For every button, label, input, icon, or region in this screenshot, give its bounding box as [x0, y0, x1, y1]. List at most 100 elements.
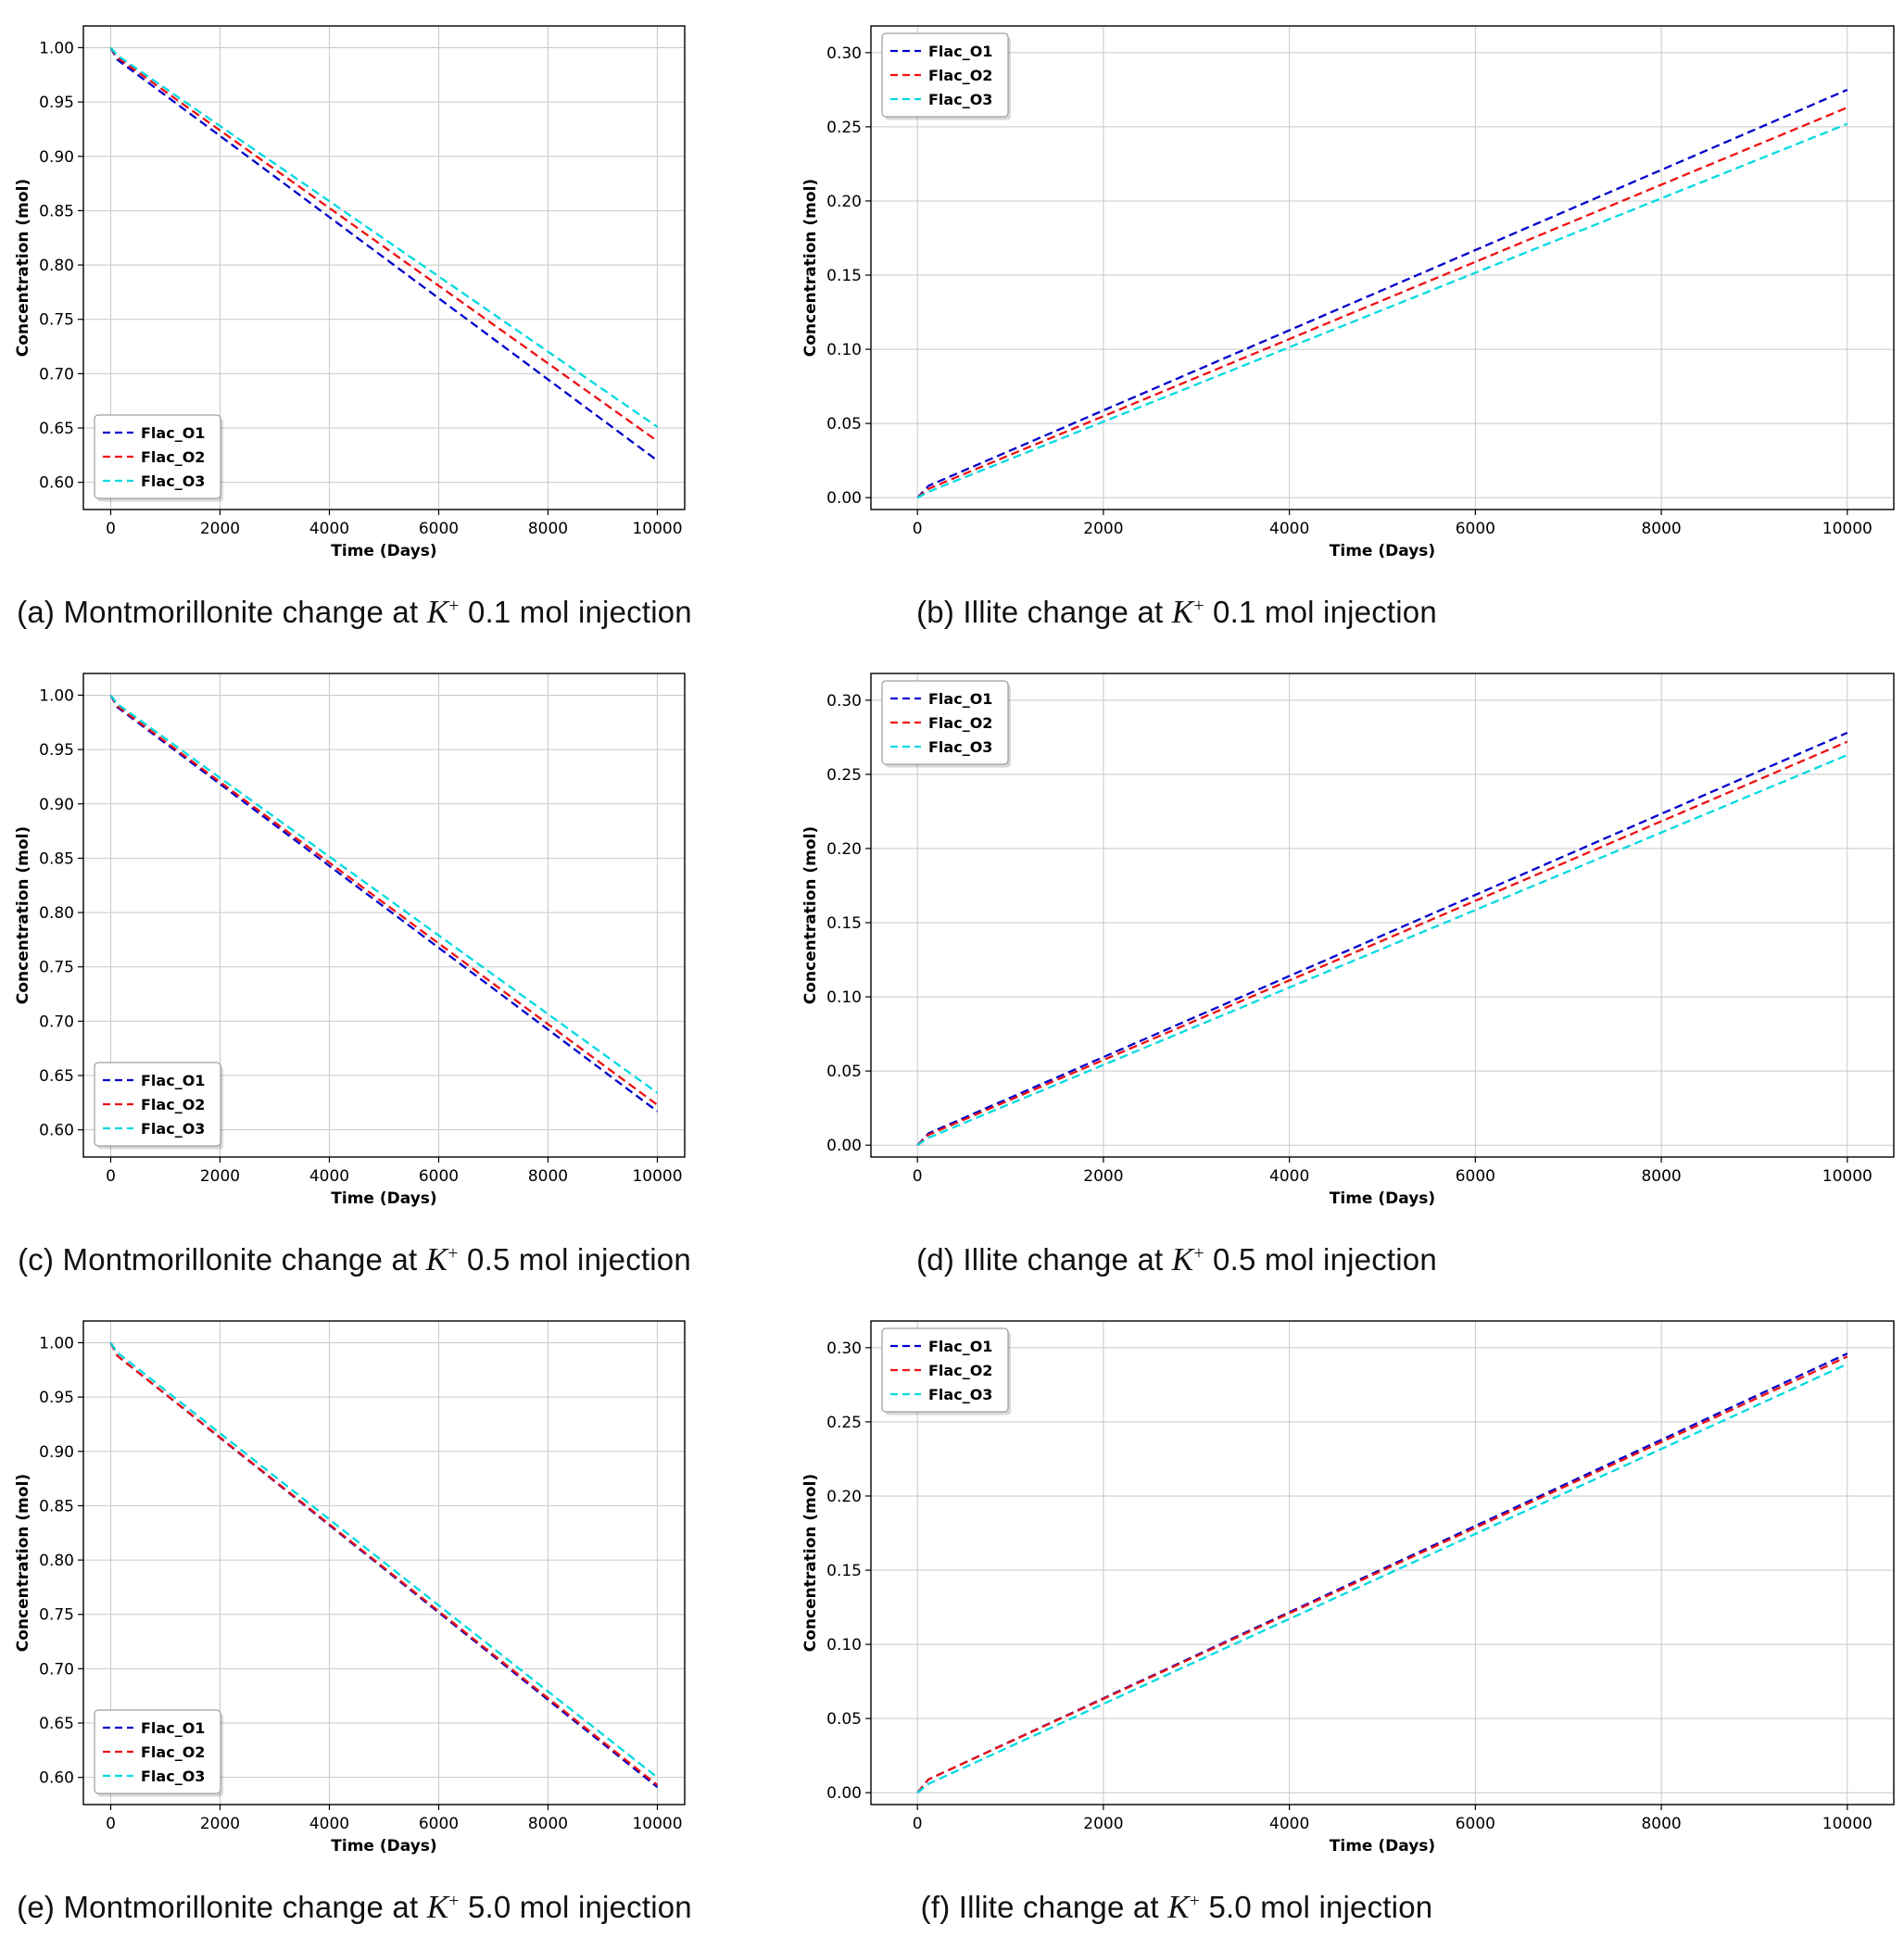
x-tick-label: 8000	[528, 1815, 568, 1833]
k-superscript: +	[448, 1243, 459, 1264]
x-tick-label: 8000	[528, 520, 568, 538]
x-tick-label: 0	[913, 1815, 923, 1833]
y-axis-label: Concentration (mol)	[14, 1474, 32, 1652]
x-axis-label: Time (Days)	[1330, 1837, 1435, 1856]
caption-index: (a)	[17, 595, 56, 629]
caption-text-before: Montmorillonite change at	[63, 595, 419, 629]
series-line-Flac_O3	[109, 1341, 659, 1779]
chart-caption-f: (f) Illite change at K+ 5.0 mol injectio…	[797, 1889, 1557, 1926]
y-tick-label: 0.65	[39, 420, 74, 438]
x-tick-label: 0	[913, 520, 923, 538]
y-tick-label: 0.00	[826, 1784, 862, 1803]
chart-canvas-b: 0 2000 4000 6000 8000 10000 0.00 0.05 0.10 0.15 0.…	[801, 25, 1895, 560]
x-tick-label: 0	[106, 520, 116, 538]
y-tick-label: 0.70	[39, 1660, 74, 1679]
x-tick-label: 4000	[1269, 520, 1309, 538]
series-line-Flac_O2	[916, 740, 1848, 1147]
chart-canvas-a: 0 2000 4000 6000 8000 10000 0.60 0.65 0.70 0.75 0.…	[14, 25, 686, 560]
k-superscript: +	[448, 1891, 460, 1911]
legend-label: Flac_O3	[928, 91, 992, 108]
axes: 0 2000 4000 6000 8000 10000 0.00 0.05 0.10 0.15 0.…	[801, 44, 1872, 560]
y-tick-label: 0.95	[39, 1389, 74, 1407]
k-superscript: +	[1193, 1243, 1204, 1264]
axes: 0 2000 4000 6000 8000 10000 0.60 0.65 0.70 0.75 0.…	[14, 686, 683, 1208]
x-tick-label: 2000	[1083, 1815, 1123, 1833]
y-tick-label: 1.00	[39, 686, 74, 705]
caption-text-after: 0.5 mol injection	[467, 1242, 691, 1277]
y-tick-label: 0.75	[39, 959, 74, 977]
grid-lines	[871, 673, 1894, 1157]
y-tick-label: 0.25	[826, 766, 862, 785]
legend: Flac_O1 Flac_O2 Flac_O3	[94, 414, 223, 502]
grid-lines	[83, 1321, 685, 1805]
legend: Flac_O1 Flac_O2 Flac_O3	[881, 32, 1011, 120]
y-tick-label: 0.30	[826, 1340, 862, 1358]
x-tick-label: 6000	[1456, 520, 1495, 538]
grid-lines	[871, 1321, 1894, 1805]
chart-panel-e: 0 2000 4000 6000 8000 10000 0.60 0.65 0.70 0.75 0.…	[0, 1295, 732, 1943]
caption-text-after: 0.1 mol injection	[1213, 595, 1437, 629]
series-line-Flac_O3	[916, 1363, 1848, 1794]
plot-border	[870, 1320, 1895, 1805]
caption-text-before: Montmorillonite change at	[62, 1242, 418, 1277]
x-tick-label: 10000	[632, 1167, 682, 1186]
y-tick-label: 0.80	[39, 1552, 74, 1570]
y-tick-label: 0.20	[826, 1488, 862, 1506]
x-axis-label: Time (Days)	[331, 542, 436, 560]
y-axis-label: Concentration (mol)	[801, 1474, 820, 1652]
x-tick-label: 6000	[419, 1815, 459, 1833]
k-symbol: K	[1171, 594, 1194, 630]
y-tick-label: 0.20	[826, 193, 862, 211]
y-tick-label: 0.25	[826, 119, 862, 137]
chart-caption-c: (c) Montmorillonite change at K+ 0.5 mol…	[9, 1241, 700, 1278]
legend: Flac_O1 Flac_O2 Flac_O3	[94, 1709, 223, 1797]
k-superscript: +	[1193, 596, 1204, 616]
y-tick-label: 0.05	[826, 1710, 862, 1729]
caption-text-after: 0.5 mol injection	[1213, 1242, 1437, 1277]
y-tick-label: 0.80	[39, 257, 74, 275]
caption-text-before: Montmorillonite change at	[63, 1890, 419, 1924]
k-superscript: +	[1189, 1891, 1201, 1911]
series-line-Flac_O1	[916, 88, 1848, 498]
y-tick-label: 0.90	[39, 1443, 74, 1462]
x-axis-label: Time (Days)	[1330, 542, 1435, 560]
x-tick-label: 10000	[1822, 1815, 1872, 1833]
series-line-Flac_O3	[916, 754, 1848, 1147]
chart-caption-d: (d) Illite change at K+ 0.5 mol injectio…	[797, 1241, 1557, 1278]
y-tick-label: 1.00	[39, 1334, 74, 1352]
y-tick-label: 0.60	[39, 1122, 74, 1140]
y-tick-label: 0.90	[39, 796, 74, 814]
series-line-Flac_O3	[109, 694, 659, 1094]
y-tick-label: 0.75	[39, 1606, 74, 1625]
caption-index: (e)	[17, 1890, 56, 1924]
chart-canvas-c: 0 2000 4000 6000 8000 10000 0.60 0.65 0.70 0.75 0.…	[14, 673, 686, 1208]
legend-label: Flac_O1	[141, 1719, 205, 1737]
grid-lines	[83, 26, 685, 510]
k-symbol: K	[1167, 1889, 1190, 1925]
k-symbol: K	[1171, 1241, 1194, 1277]
series-line-Flac_O1	[109, 46, 659, 462]
x-tick-label: 2000	[200, 520, 240, 538]
y-tick-label: 0.00	[826, 1137, 862, 1155]
y-axis-label: Concentration (mol)	[14, 826, 32, 1004]
chart-panel-c: 0 2000 4000 6000 8000 10000 0.60 0.65 0.70 0.75 0.…	[0, 648, 732, 1295]
x-tick-label: 4000	[309, 520, 349, 538]
x-tick-label: 10000	[632, 1815, 682, 1833]
y-tick-label: 1.00	[39, 39, 74, 57]
y-tick-label: 0.70	[39, 1013, 74, 1031]
series-line-Flac_O2	[916, 107, 1848, 499]
y-tick-label: 0.95	[39, 741, 74, 760]
legend-label: Flac_O3	[928, 738, 992, 756]
grid-lines	[871, 26, 1894, 510]
y-tick-label: 0.85	[39, 1497, 74, 1516]
y-tick-label: 0.70	[39, 365, 74, 384]
caption-text-before: Illite change at	[963, 1242, 1164, 1277]
y-tick-label: 0.80	[39, 904, 74, 923]
caption-text-before: Illite change at	[963, 595, 1164, 629]
caption-index: (b)	[916, 595, 955, 629]
y-tick-label: 0.75	[39, 311, 74, 330]
x-tick-label: 2000	[1083, 520, 1123, 538]
y-tick-label: 0.95	[39, 94, 74, 112]
y-tick-label: 0.05	[826, 415, 862, 434]
legend: Flac_O1 Flac_O2 Flac_O3	[881, 680, 1011, 768]
